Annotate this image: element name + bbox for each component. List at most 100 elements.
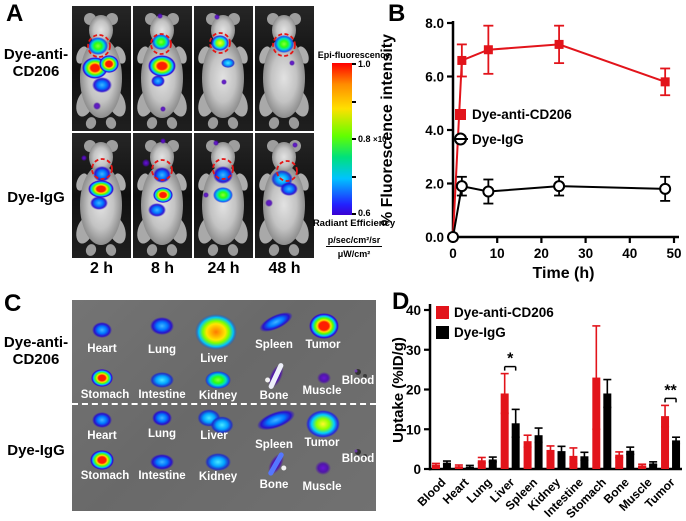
fluorescence-blob bbox=[160, 106, 166, 112]
organ-blob bbox=[315, 461, 331, 475]
colorbar-tick-mid: 0.8 ×10⁸ bbox=[358, 134, 390, 144]
time-label-24h: 24 h bbox=[207, 260, 240, 277]
x-tick-label: 40 bbox=[622, 246, 637, 261]
mouse-body-part bbox=[85, 244, 97, 256]
bar bbox=[626, 450, 635, 469]
mouse-body-part bbox=[207, 117, 219, 129]
bar bbox=[557, 451, 566, 469]
bar bbox=[615, 454, 624, 469]
organ-label: Spleen bbox=[255, 339, 293, 351]
mouse-body-part bbox=[166, 117, 178, 129]
bar bbox=[477, 460, 486, 469]
y-tick-label: 20 bbox=[406, 383, 421, 398]
mouse-body-part bbox=[211, 142, 235, 172]
fluorescence-blob bbox=[81, 155, 87, 161]
bar bbox=[523, 441, 532, 469]
tumor-roi-dashed-circle bbox=[276, 160, 298, 182]
organ-blob bbox=[91, 369, 113, 387]
colorbar-title: Epi-fluorescence bbox=[317, 50, 391, 60]
organ-blob bbox=[363, 374, 367, 378]
data-marker-square bbox=[554, 39, 564, 49]
y-tick-label: 40 bbox=[406, 303, 421, 318]
organ-label: Spleen bbox=[255, 439, 293, 451]
organ-blob bbox=[281, 465, 287, 471]
y-tick-label: 6.0 bbox=[425, 70, 444, 85]
mouse-body-part bbox=[202, 165, 244, 245]
mouse-image bbox=[133, 6, 192, 131]
fluorescence-blob bbox=[151, 75, 165, 87]
colorbar: Epi-fluorescence 1.0 0.8 ×10⁸ 0.6 Radian… bbox=[312, 50, 396, 259]
time-label-2h: 2 h bbox=[89, 260, 114, 277]
legend-label: Dye-IgG bbox=[454, 325, 506, 340]
mouse-body-part bbox=[272, 142, 296, 172]
x-category-label: Lung bbox=[464, 475, 495, 506]
legend-marker-square bbox=[455, 109, 466, 120]
y-tick-label: 4.0 bbox=[425, 123, 444, 138]
mouse-body-part bbox=[89, 142, 113, 172]
bar bbox=[603, 393, 612, 469]
x-tick-label: 10 bbox=[490, 246, 505, 261]
data-marker-square bbox=[660, 77, 670, 87]
organ-blob bbox=[268, 363, 284, 389]
mouse-image bbox=[255, 6, 314, 131]
colorbar-tick-mark bbox=[352, 176, 356, 178]
mouse-body-part bbox=[207, 244, 219, 256]
y-tick-label: 0.0 bbox=[425, 230, 444, 245]
organ-blob bbox=[265, 377, 271, 383]
mouse-image bbox=[255, 133, 314, 258]
mouse-body-part bbox=[146, 244, 158, 256]
panel-b-line-chart: 0.0 2.0 4.0 6.0 8.0 0 10 20 30 40 50 Time (h) % Fluo… bbox=[379, 16, 682, 282]
organ-blob bbox=[92, 412, 112, 428]
fluorescence-blob bbox=[148, 203, 166, 217]
panel-a-row-label-anti-cd206: Dye-anti-CD206 bbox=[3, 46, 69, 81]
mouse-body-part bbox=[105, 117, 117, 129]
data-marker-circle bbox=[553, 180, 566, 193]
organ-label: Stomach bbox=[81, 389, 130, 401]
colorbar-tick-max: 1.0 bbox=[358, 59, 371, 69]
fluorescence-blob bbox=[99, 55, 119, 73]
fluorescence-blob bbox=[148, 55, 176, 77]
data-marker-circle bbox=[482, 185, 495, 198]
organ-label: Blood bbox=[342, 453, 375, 465]
organ-image-panel: Heart Lung Liver Spleen Tumor Stomach Intestin… bbox=[72, 300, 376, 511]
bar bbox=[511, 423, 520, 469]
fluorescence-blob bbox=[160, 138, 166, 144]
x-tick-label: 50 bbox=[666, 246, 681, 261]
organ-image: Heart Lung Liver Spleen Tumor Stomach Intestin… bbox=[81, 312, 375, 493]
time-label-48h: 48 h bbox=[268, 260, 301, 277]
bar bbox=[661, 416, 670, 469]
x-category-label: Heart bbox=[440, 475, 472, 507]
colorbar-tick-mark bbox=[352, 138, 356, 140]
fluorescence-blob bbox=[90, 196, 108, 210]
organ-label: Stomach bbox=[81, 470, 130, 482]
fluorescence-blob bbox=[153, 187, 173, 203]
mouse-body-part bbox=[227, 244, 239, 256]
panel-d-label: D bbox=[392, 288, 410, 315]
fluorescence-blob bbox=[88, 180, 114, 198]
legend-swatch-black bbox=[436, 326, 449, 339]
mouse-body-part bbox=[263, 38, 305, 118]
data-marker-square bbox=[457, 55, 467, 65]
panel-a-row-label-igg: Dye-IgG bbox=[7, 189, 65, 206]
organ-label: Blood bbox=[342, 375, 375, 387]
colorbar-tick-min: 0.6 bbox=[358, 208, 371, 218]
y-tick-label: 10 bbox=[406, 422, 421, 437]
significance-label: ** bbox=[664, 382, 677, 399]
legend-label: Dye-anti-CD206 bbox=[454, 305, 554, 320]
organ-blob bbox=[152, 410, 172, 426]
organ-label: Heart bbox=[87, 343, 117, 355]
tumor-roi-dashed-circle bbox=[150, 33, 172, 55]
legend-swatch-red bbox=[436, 306, 449, 319]
organ-label: Heart bbox=[87, 430, 117, 442]
organ-label: Lung bbox=[148, 428, 176, 440]
legend-label: Dye-anti-CD206 bbox=[472, 107, 572, 122]
organ-label: Kidney bbox=[199, 471, 238, 483]
fluorescence-blob bbox=[93, 102, 101, 110]
mouse-image-grid bbox=[72, 6, 314, 258]
bar bbox=[488, 459, 497, 469]
organ-blob bbox=[354, 369, 358, 373]
fluorescence-blob bbox=[152, 34, 170, 50]
organ-blob bbox=[363, 454, 367, 458]
time-label-8h: 8 h bbox=[150, 260, 175, 277]
